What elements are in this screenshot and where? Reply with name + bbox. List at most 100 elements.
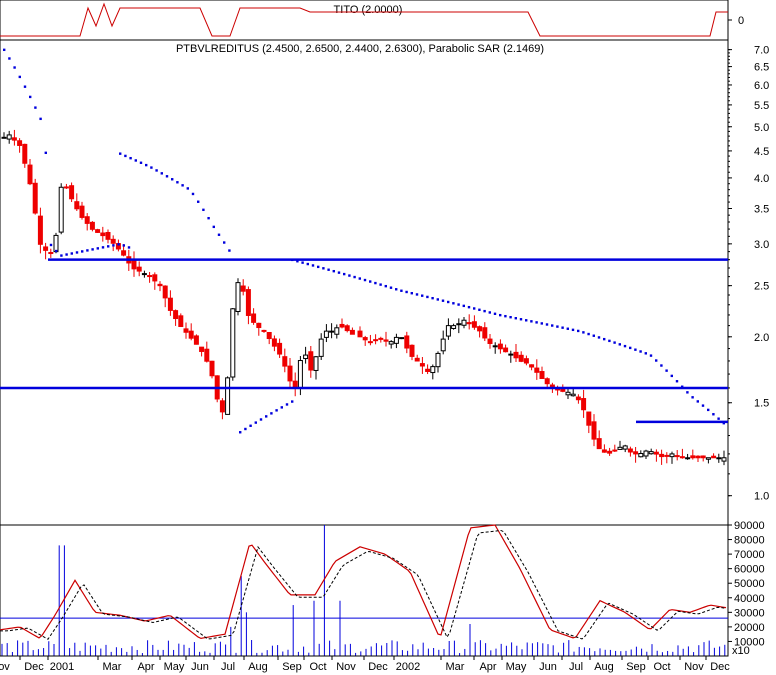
candle-body [612,449,618,452]
candle [297,356,303,396]
candle [251,308,257,325]
price-tick-label: 6.5 [754,62,769,74]
sar-dot [55,249,58,253]
candle [261,329,267,333]
sar-dot [101,246,105,249]
candle-body [466,322,472,325]
candle-body [245,289,251,316]
candle [716,453,722,463]
sar-dot [112,244,115,247]
sar-dot [452,302,455,305]
candle-body [313,356,319,371]
candle-body [367,341,373,344]
candle [209,360,215,379]
candle-body [404,335,410,349]
sar-dot [686,391,689,394]
sar-dot [701,404,705,407]
candle-body [266,331,272,340]
candle [430,364,436,380]
volume-tick-label: 50000 [734,578,765,590]
sar-dot [202,208,205,212]
sar-dot [327,268,330,271]
candle [334,324,340,339]
sar-dot [410,292,413,295]
price-tick-label: 4.0 [754,173,769,185]
candle-body [477,326,483,332]
sar-dot [457,303,460,306]
sar-dot [134,159,137,162]
sar-dot [556,325,559,328]
candle [383,331,389,347]
sar-dot [712,413,715,416]
candle-body [539,371,545,379]
sar-dot [249,424,252,427]
candle-body [617,446,623,450]
candle [664,452,670,464]
sar-dot [587,332,590,336]
candle-body [256,322,262,329]
sar-dot [60,254,63,257]
candle [445,318,451,340]
candle [152,272,158,290]
candle-body [633,451,639,455]
sar-dot [311,264,315,267]
x-tick-label: Dec [368,661,388,673]
candle-body [178,315,184,327]
candle [1,132,7,139]
x-tick-label: Dec [24,661,44,673]
candle-body [685,457,691,460]
candle [344,324,350,333]
sar-dot [270,412,273,415]
sar-dot [160,172,163,175]
candle-body [373,339,379,342]
sar-dot [155,169,158,172]
candle [167,290,173,316]
sar-dot [577,329,580,333]
indicator-line [0,2,728,37]
sar-dot [96,247,99,250]
candle [43,242,49,260]
candle-body [643,450,649,457]
indicator-title: TITO (2.0000) [334,4,403,16]
sar-dot [462,304,465,308]
sar-dot [644,352,647,355]
candle-body [230,308,236,378]
candle-body [17,140,23,146]
candle [471,315,477,330]
candle-body [147,275,153,278]
candle-body [695,455,701,459]
x-tick-label: Jun [539,661,557,673]
candle-body [277,342,283,355]
candle-body [721,457,727,462]
x-tick-label: Dec [710,661,730,673]
candle [357,326,363,338]
candle-body [11,137,17,141]
candle-body [529,364,535,368]
candle-body [378,337,384,340]
candle [48,248,54,258]
volume-frame [0,524,729,657]
candle [308,345,314,378]
sar-dot [301,261,304,264]
candle [581,389,587,418]
sar-dot [405,290,408,294]
candle [487,334,493,349]
sar-dot [265,415,268,418]
candle-body [287,365,293,382]
candle-body [513,351,519,359]
price-tick-label: 1.0 [754,491,769,503]
candle [622,444,628,453]
candle [674,450,680,461]
candle-body [235,282,241,312]
sar-dot [353,275,356,279]
candle-body [414,357,420,362]
candle-body [63,186,69,189]
price-frame [0,39,729,526]
candle [95,228,101,233]
candle-body [518,354,524,362]
candle-body [435,352,441,368]
sar-dot [592,334,595,337]
volume-tick-label: 10000 [734,636,765,648]
candle [318,333,324,360]
sar-dot [86,249,89,252]
